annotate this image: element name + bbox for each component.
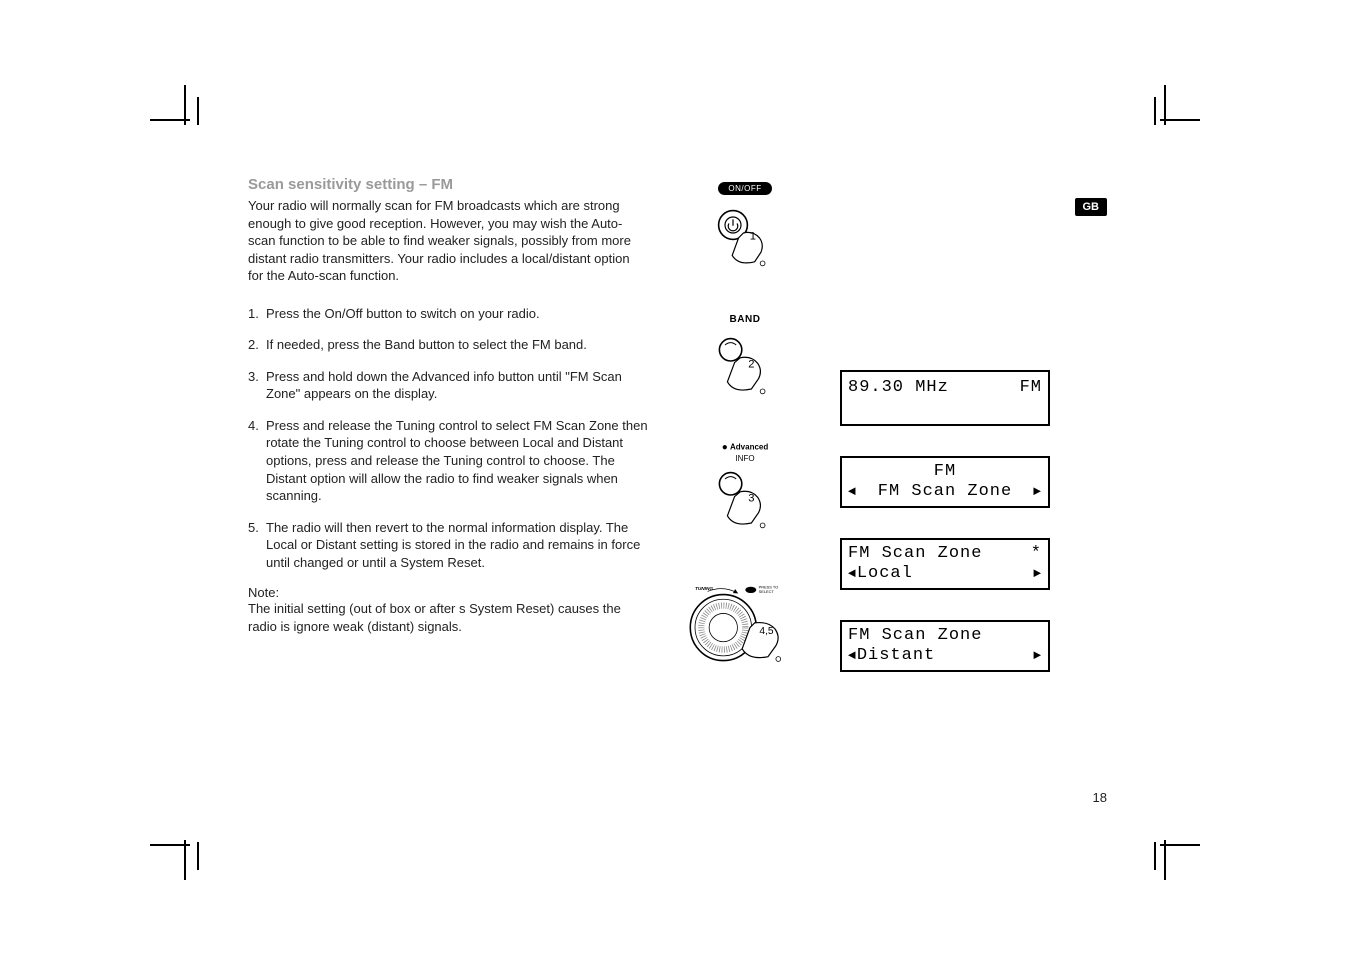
press-button-icon: 2 xyxy=(705,329,785,409)
step-badge-1: 1 xyxy=(750,230,756,242)
step-1: 1. Press the On/Off button to switch on … xyxy=(248,305,653,323)
svg-text:SELECT: SELECT xyxy=(759,589,775,594)
info-label: INFO xyxy=(680,454,810,463)
lcd-line1: FM Scan Zone xyxy=(848,544,982,564)
lcd-line1: FM Scan Zone xyxy=(848,626,982,646)
lcd-frequency: 89.30 MHz FM xyxy=(840,370,1050,426)
step-5: 5. The radio will then revert to the nor… xyxy=(248,519,653,572)
step-number: 1. xyxy=(248,305,266,323)
crop-tick-tl xyxy=(193,97,203,137)
step-text: If needed, press the Band button to sele… xyxy=(266,336,653,354)
step-text: Press and release the Tuning control to … xyxy=(266,417,653,505)
lcd-line2: FM Scan Zone xyxy=(878,482,1012,502)
lcd-scan-zone-menu: FM ◄ FM Scan Zone ► xyxy=(840,456,1050,508)
arrow-left-icon: ◄ xyxy=(848,484,857,500)
arrow-left-icon: ◄ xyxy=(848,566,857,581)
step-4: 4. Press and release the Tuning control … xyxy=(248,417,653,505)
crop-mark-tr xyxy=(1140,85,1200,145)
arrow-right-icon: ► xyxy=(1033,648,1042,664)
press-button-icon: 3 xyxy=(705,463,785,543)
tuning-knob-icon: TUNING PRESS TO SELECT 4,5 xyxy=(684,576,794,676)
arrow-right-icon: ► xyxy=(1033,566,1042,582)
arrow-right-icon: ► xyxy=(1033,484,1042,500)
note-text: The initial setting (out of box or after… xyxy=(248,600,648,635)
lcd-column: 89.30 MHz FM FM ◄ FM Scan Zone ► FM Scan… xyxy=(840,370,1050,702)
step-text: The radio will then revert to the normal… xyxy=(266,519,653,572)
star-icon: * xyxy=(1031,544,1042,564)
lcd-line2: Local xyxy=(857,564,913,583)
step-number: 3. xyxy=(248,368,266,403)
lcd-distant-option: FM Scan Zone ◄Distant ► xyxy=(840,620,1050,672)
advanced-label: ● Advanced xyxy=(680,442,810,453)
step-text: Press the On/Off button to switch on you… xyxy=(266,305,653,323)
step-number: 2. xyxy=(248,336,266,354)
crop-mark-br xyxy=(1140,820,1200,880)
arrow-left-icon: ◄ xyxy=(848,648,857,663)
diagram-tuning: TUNING PRESS TO SELECT 4,5 xyxy=(668,576,810,681)
band-button-label: BAND xyxy=(680,314,810,325)
lcd-line1: FM xyxy=(848,462,1042,482)
press-button-icon: 1 xyxy=(705,201,785,281)
lcd-local-option: FM Scan Zone * ◄Local ► xyxy=(840,538,1050,590)
step-number: 4. xyxy=(248,417,266,505)
diagram-onoff: ON/OFF 1 xyxy=(680,178,810,286)
intro-paragraph: Your radio will normally scan for FM bro… xyxy=(248,197,643,285)
onoff-button-label: ON/OFF xyxy=(718,182,771,195)
diagram-column: ON/OFF 1 BAND 2 ● Advanced INFO xyxy=(680,178,810,709)
crop-tick-bl xyxy=(193,830,203,870)
diagram-advanced: ● Advanced INFO 3 xyxy=(680,442,810,548)
step-text: Press and hold down the Advanced info bu… xyxy=(266,368,653,403)
page-number: 18 xyxy=(1093,790,1107,805)
step-badge-45: 4,5 xyxy=(759,626,774,637)
step-number: 5. xyxy=(248,519,266,572)
diagram-band: BAND 2 xyxy=(680,314,810,414)
step-badge-3: 3 xyxy=(748,492,754,504)
crop-tick-tr xyxy=(1150,97,1160,137)
crop-tick-br xyxy=(1150,830,1160,870)
step-badge-2: 2 xyxy=(748,358,754,370)
lcd-freq-value: 89.30 MHz xyxy=(848,378,949,398)
step-3: 3. Press and hold down the Advanced info… xyxy=(248,368,653,403)
lcd-line2: Distant xyxy=(857,646,935,665)
dot-icon: ● xyxy=(722,442,728,453)
step-2: 2. If needed, press the Band button to s… xyxy=(248,336,653,354)
lcd-band-value: FM xyxy=(1020,378,1042,398)
